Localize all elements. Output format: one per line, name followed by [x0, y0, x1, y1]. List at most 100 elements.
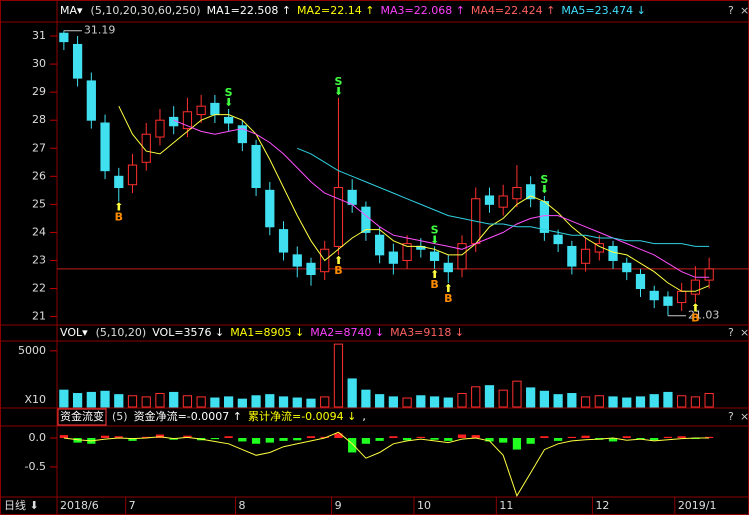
candle-body — [182, 111, 193, 130]
candle-body — [580, 248, 591, 264]
flow-bar — [265, 437, 274, 443]
flow-bar — [361, 437, 371, 444]
flow-bar — [306, 436, 316, 438]
flow-bar — [251, 437, 261, 444]
close-icon[interactable]: × — [740, 4, 749, 17]
volume-bar — [484, 385, 495, 408]
candle-body — [690, 279, 701, 295]
sell-arrow: ⬇ — [430, 233, 439, 246]
ma-line — [173, 119, 710, 278]
candle-body — [72, 43, 83, 79]
flow-bar — [540, 436, 549, 438]
volume-bar — [704, 393, 714, 408]
candle-body — [114, 175, 124, 189]
flow-bar — [142, 436, 151, 438]
period-label[interactable]: 日线 ⬇ — [4, 498, 39, 512]
x-tick-label: 2018/6 — [60, 499, 99, 512]
x-tick-label: 8 — [238, 499, 245, 512]
volume-bar — [498, 389, 508, 408]
buy-arrow: ⬆ — [114, 201, 123, 214]
flow-bar — [636, 437, 645, 440]
volume-bar — [443, 397, 453, 408]
candle-body — [663, 296, 673, 306]
candle-body — [443, 262, 453, 273]
buy-arrow: ⬆ — [444, 282, 453, 295]
flow-bar — [59, 435, 68, 438]
high-label: 31.19 — [84, 24, 116, 37]
help-icon[interactable]: ? — [728, 4, 734, 17]
volume-bar — [567, 393, 577, 408]
indicator-value: , — [362, 410, 366, 423]
x-tick-label: 10 — [417, 499, 431, 512]
x-tick-label: 2019/1 — [678, 499, 717, 512]
volume-bar — [196, 396, 206, 408]
flow-bar — [114, 436, 123, 438]
flow-bar — [155, 434, 165, 438]
volume-bar — [278, 396, 289, 408]
candle-body — [622, 262, 632, 273]
volume-bar — [526, 387, 536, 408]
volume-bar — [59, 389, 69, 408]
y-tick-label: 31 — [32, 29, 46, 42]
flow-bar — [224, 436, 233, 438]
volume-bar — [100, 390, 110, 408]
close-icon[interactable]: × — [740, 326, 749, 339]
volume-bar — [622, 397, 632, 408]
volume-bar — [539, 390, 550, 408]
flow-bar — [471, 435, 480, 438]
volume-bar — [608, 396, 618, 408]
flow-bar — [622, 436, 631, 438]
help-icon[interactable]: ? — [728, 326, 734, 339]
close-icon[interactable]: × — [740, 410, 749, 423]
low-label: 21.03 — [688, 309, 720, 322]
flow-bar — [73, 437, 82, 443]
buy-signal: B — [691, 312, 699, 325]
flow-bar — [210, 437, 220, 440]
flow-bar — [389, 436, 398, 438]
buy-signal: B — [430, 278, 438, 291]
y-tick-label: 23 — [32, 253, 46, 266]
candle-body — [402, 243, 412, 261]
volume-bar — [320, 396, 330, 408]
y-tick-label: 29 — [32, 85, 46, 98]
flow-bar — [293, 437, 302, 441]
indicator-value: MA2=22.14 ↑ — [297, 4, 374, 17]
candle-body — [59, 32, 69, 43]
flow-bar — [416, 436, 425, 438]
flow-bar — [663, 436, 673, 438]
volume-bar — [690, 396, 701, 408]
indicator-menu[interactable]: MA▾ — [60, 4, 83, 17]
flow-bar — [677, 436, 686, 438]
candle-body — [677, 290, 687, 304]
indicator-menu[interactable]: VOL▾ — [60, 326, 88, 339]
sell-arrow: ⬇ — [540, 183, 549, 196]
window-icons[interactable]: ? × ? × ? × — [728, 4, 749, 423]
indicator-value: 累计净流=-0.0094 ↓ — [248, 409, 356, 423]
volume-bar — [72, 393, 83, 408]
candle-body — [526, 184, 536, 200]
candle-body — [498, 195, 508, 208]
flow-bar — [512, 437, 522, 450]
flow-bar — [444, 437, 453, 441]
buy-signal: B — [115, 211, 123, 224]
y-tick-label: 26 — [32, 169, 46, 182]
flow-bar — [567, 436, 576, 438]
help-icon[interactable]: ? — [728, 410, 734, 423]
buy-arrow: ⬆ — [430, 268, 439, 281]
candle-body — [388, 251, 398, 264]
volume-bar — [677, 395, 687, 408]
volume-bar — [127, 395, 138, 408]
candle-body — [100, 122, 110, 172]
cumulative-flow-line — [63, 431, 710, 497]
volume-bar — [114, 394, 124, 408]
flow-bar — [581, 435, 590, 438]
flow-bar — [553, 437, 563, 441]
flow-bar — [705, 436, 714, 438]
indicator-menu[interactable]: 资金流变 — [60, 409, 104, 423]
flow-bar — [238, 437, 247, 442]
sell-signal: S — [431, 223, 439, 236]
volume-bar — [292, 397, 302, 408]
indicator-value: MA1=22.508 ↑ — [207, 4, 291, 17]
x-tick-label: 11 — [499, 499, 513, 512]
